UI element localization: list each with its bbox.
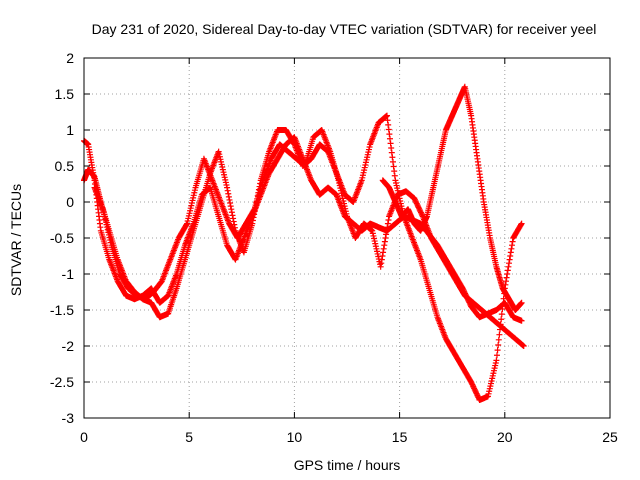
series-track-3 <box>91 127 527 349</box>
x-tick-label: 5 <box>185 429 193 445</box>
y-tick-label: -2.5 <box>50 374 74 390</box>
data-point <box>498 311 505 318</box>
y-tick-label: -1.5 <box>50 302 74 318</box>
data-point <box>495 336 502 343</box>
data-point <box>509 238 516 245</box>
data-point <box>379 253 386 259</box>
data-point <box>518 220 525 227</box>
data-point <box>507 249 514 256</box>
data-point <box>388 145 395 151</box>
data-point <box>383 112 390 119</box>
data-point <box>384 224 391 231</box>
data-point <box>499 305 506 312</box>
data-point <box>507 253 514 259</box>
data-point <box>493 357 500 364</box>
data-point <box>230 215 237 222</box>
y-tick-label: -2 <box>62 338 75 354</box>
data-point <box>380 245 387 252</box>
data-point <box>518 299 525 306</box>
data-point <box>389 158 396 165</box>
data-points <box>81 83 527 403</box>
x-axis-label: GPS time / hours <box>294 457 401 473</box>
y-tick-label: 0 <box>66 194 74 210</box>
data-point <box>384 220 391 227</box>
data-point <box>382 235 389 241</box>
data-point <box>381 238 388 245</box>
data-point <box>504 271 511 277</box>
data-point <box>378 260 385 267</box>
data-point <box>226 196 233 203</box>
series-track-4 <box>379 83 525 313</box>
x-tick-label: 15 <box>392 429 408 445</box>
data-point <box>229 212 236 219</box>
data-point <box>389 154 396 161</box>
data-point <box>391 172 398 179</box>
data-point <box>494 347 501 354</box>
data-point <box>508 245 515 252</box>
data-point <box>230 218 237 225</box>
data-point <box>518 221 525 228</box>
data-point <box>520 343 527 349</box>
x-tick-label: 0 <box>80 429 88 445</box>
data-point <box>224 184 231 191</box>
data-point <box>503 274 510 281</box>
data-point <box>499 300 506 307</box>
data-point <box>227 203 234 210</box>
data-point <box>385 121 392 128</box>
axis-ticks: 0 5 10 15 20 25 -3 -2.5 -2 -1.5 -1 -0.5 0 0.5 1 1.5 2 <box>50 50 618 445</box>
data-point <box>377 263 384 270</box>
data-point <box>504 267 511 274</box>
data-point <box>227 200 234 207</box>
y-tick-label: -3 <box>62 410 75 426</box>
data-point <box>250 207 257 214</box>
data-point <box>380 249 387 256</box>
data-point <box>225 190 232 197</box>
data-point <box>509 242 516 249</box>
data-point <box>505 263 512 270</box>
data-point <box>518 317 525 324</box>
data-point <box>225 193 232 200</box>
data-point <box>383 227 390 234</box>
y-tick-label: 0.5 <box>55 158 75 174</box>
y-tick-label: 1 <box>66 122 74 138</box>
data-point <box>506 260 513 267</box>
y-tick-label: 1.5 <box>55 86 75 102</box>
data-point <box>495 341 502 348</box>
y-tick-label: 2 <box>66 50 74 66</box>
x-tick-label: 20 <box>497 429 513 445</box>
data-point <box>387 140 394 147</box>
data-point <box>183 221 190 228</box>
data-point <box>228 209 235 216</box>
data-point <box>249 217 256 224</box>
data-point <box>385 126 392 133</box>
y-axis-label: SDTVAR / TECUs <box>8 184 24 296</box>
data-point <box>378 256 385 263</box>
x-tick-label: 10 <box>287 429 303 445</box>
x-tick-label: 25 <box>602 429 618 445</box>
data-point <box>419 212 426 219</box>
data-point <box>498 316 505 323</box>
data-point <box>224 187 231 194</box>
data-point <box>381 242 388 249</box>
data-point <box>383 231 390 238</box>
data-point <box>506 256 513 263</box>
data-point <box>249 220 256 227</box>
data-point <box>385 217 392 223</box>
data-point <box>228 206 235 213</box>
y-tick-label: -1 <box>62 266 75 282</box>
data-point <box>384 117 391 124</box>
data-point <box>503 278 510 285</box>
data-point <box>388 149 395 156</box>
data-point <box>496 331 503 338</box>
data-point <box>493 352 500 359</box>
data-point <box>390 163 397 170</box>
chart-title: Day 231 of 2020, Sidereal Day-to-day VTE… <box>92 21 597 37</box>
data-point <box>391 168 398 175</box>
y-tick-label: -0.5 <box>50 230 74 246</box>
data-point <box>386 135 393 142</box>
data-point <box>386 131 393 138</box>
